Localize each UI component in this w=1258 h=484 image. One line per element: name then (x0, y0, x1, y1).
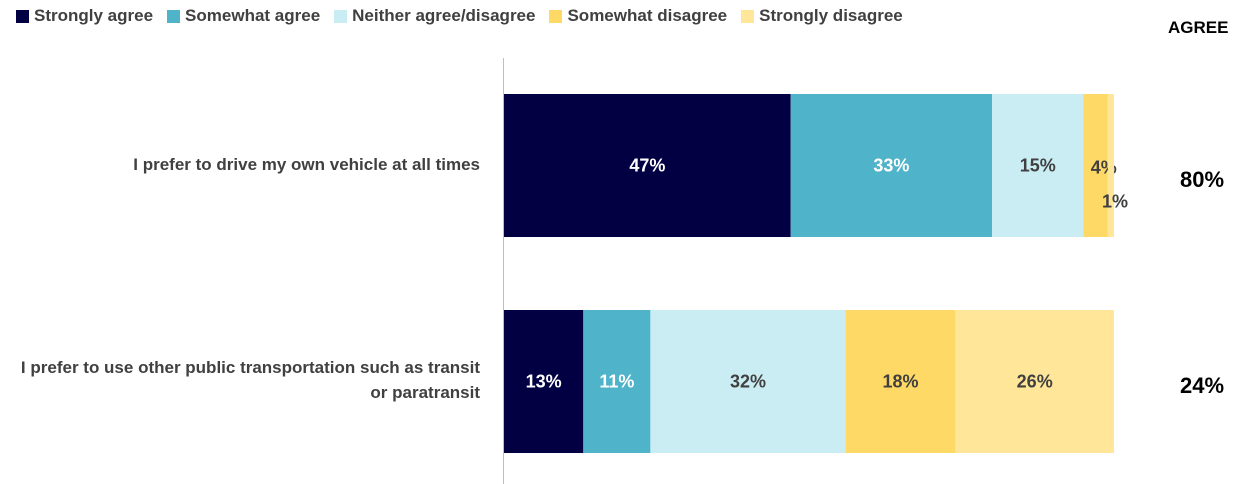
legend-swatch (167, 9, 181, 23)
legend-swatch (16, 9, 29, 23)
bar-segment (583, 310, 651, 453)
legend-label: Neither agree/disagree (352, 6, 536, 25)
bar-segment (504, 94, 791, 237)
legend-swatch (334, 9, 348, 23)
bar-segment (1107, 94, 1114, 237)
bar-value-label: 15% (1020, 156, 1056, 176)
bar-value-label: 47% (629, 156, 665, 176)
bar-value-label: 33% (873, 156, 909, 176)
category-label-public-transportation: I prefer to use other public transportat… (20, 358, 480, 402)
legend-label: Strongly disagree (759, 6, 903, 25)
legend-item: Somewhat agree (167, 6, 320, 26)
bar-segment (790, 94, 992, 237)
bar-segment (1083, 94, 1108, 237)
legend-item: Strongly agree (16, 6, 153, 26)
agree-total-drive-own-vehicle: 80% (1180, 167, 1225, 192)
bar-value-label: 18% (882, 372, 918, 392)
agree-total-public-transportation: 24% (1180, 373, 1225, 398)
bar-value-label: 1% (1102, 192, 1128, 212)
category-label-drive-own-vehicle: I prefer to drive my own vehicle at all … (133, 155, 480, 174)
category-axis-line (503, 58, 504, 484)
legend-item: Strongly disagree (741, 6, 903, 26)
legend-label: Strongly agree (34, 6, 154, 25)
bar-value-label: 26% (1017, 372, 1053, 392)
legend-swatch (741, 9, 755, 23)
bar-value-label: 13% (526, 372, 562, 392)
bar-segment (845, 310, 956, 453)
bar-value-label: 11% (599, 372, 634, 392)
bar-segment (504, 310, 584, 453)
bar-segment (955, 310, 1114, 453)
legend-label: Somewhat disagree (567, 6, 728, 25)
chart-legend: Strongly agree Somewhat agree Neither agre… (16, 6, 903, 26)
legend-item: Neither agree/disagree (334, 6, 535, 26)
bar-segment (992, 94, 1084, 237)
legend-item: Somewhat disagree (549, 6, 727, 26)
agree-column-header: AGREE (1168, 18, 1229, 37)
bar-segment (650, 310, 846, 453)
legend-swatch (549, 9, 563, 23)
legend-label: Somewhat agree (185, 6, 321, 25)
bar-value-label: 32% (730, 372, 766, 392)
